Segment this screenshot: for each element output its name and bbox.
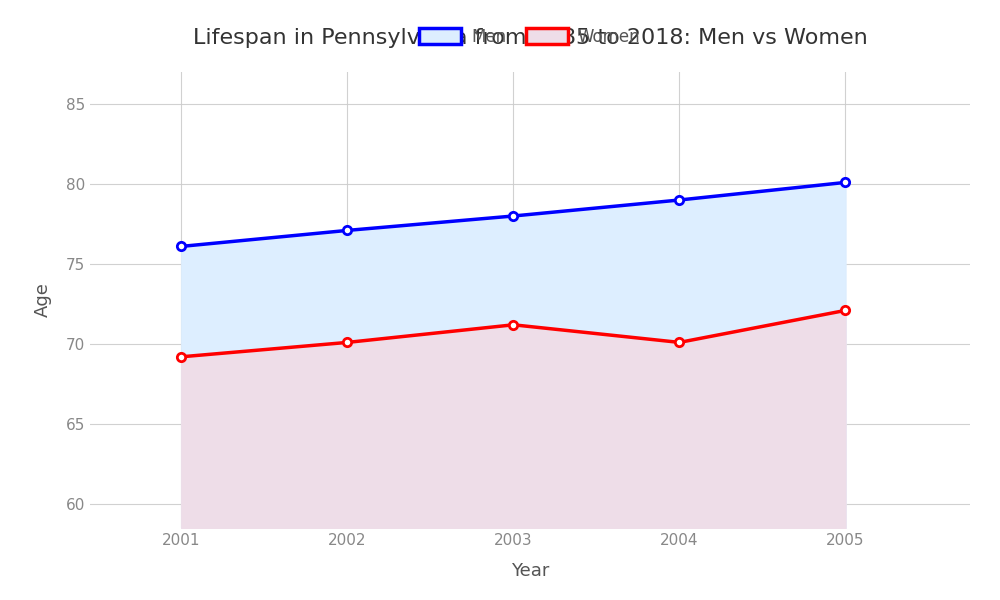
Legend: Men, Women: Men, Women (413, 21, 647, 52)
X-axis label: Year: Year (511, 562, 549, 580)
Title: Lifespan in Pennsylvania from 1985 to 2018: Men vs Women: Lifespan in Pennsylvania from 1985 to 20… (193, 28, 867, 48)
Y-axis label: Age: Age (34, 283, 52, 317)
